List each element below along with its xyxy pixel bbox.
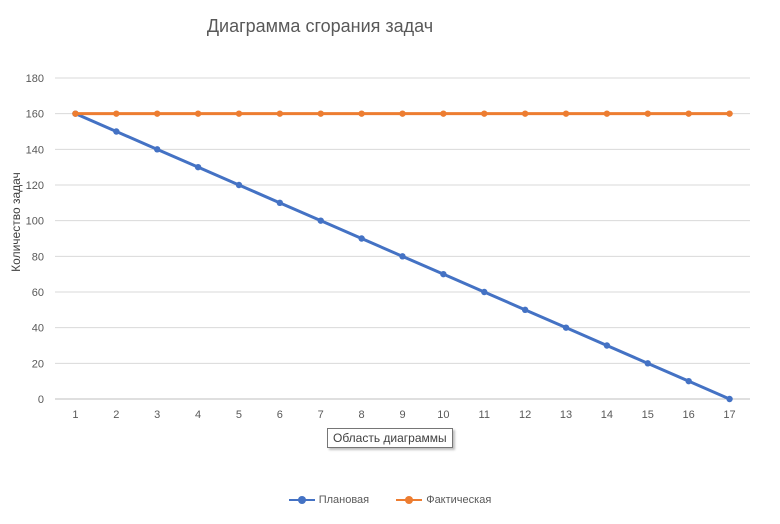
series-0-point-15 [644, 360, 651, 367]
series-0-point-5 [235, 181, 243, 189]
legend[interactable]: Плановая Фактическая [0, 494, 780, 507]
series-0-point-7 [317, 217, 324, 224]
series-0-point-16 [685, 377, 692, 385]
series-0-point-10 [440, 270, 447, 278]
x-tick-label-16: 16 [683, 409, 695, 421]
series-1-point-5 [235, 110, 243, 117]
legend-swatch-actual-icon [396, 496, 423, 504]
x-tick-label-14: 14 [601, 409, 613, 421]
series-1-point-11 [481, 110, 488, 117]
series-1-point-10 [440, 110, 447, 117]
series-0-point-6 [276, 199, 284, 207]
x-tick-label-3: 3 [154, 409, 160, 421]
series-1-point-13 [562, 110, 570, 117]
x-tick-label-15: 15 [642, 409, 654, 421]
series-0-point-8 [358, 235, 365, 242]
series-1-point-9 [399, 110, 406, 117]
x-tick-label-11: 11 [479, 409, 490, 421]
series-0-point-13 [562, 324, 570, 331]
y-tick-label-140: 140 [26, 144, 44, 156]
legend-item-actual[interactable]: Фактическая [396, 494, 491, 506]
x-tick-label-2: 2 [113, 409, 119, 421]
series-0-point-12 [521, 306, 529, 314]
series-1-point-8 [358, 110, 365, 117]
series-1-point-12 [521, 110, 529, 117]
series-1-point-2 [113, 110, 120, 117]
series-0-point-14 [603, 342, 611, 349]
x-tick-label-12: 12 [519, 409, 531, 421]
y-tick-label-120: 120 [26, 180, 44, 192]
x-tick-label-17: 17 [723, 409, 735, 421]
x-tick-label-1: 1 [72, 409, 78, 421]
y-tick-label-60: 60 [32, 287, 44, 299]
x-tick-label-4: 4 [195, 409, 201, 421]
chart-title: Диаграмма сгорания задач [206, 16, 434, 36]
series-1-point-4 [194, 110, 202, 117]
y-tick-label-20: 20 [32, 358, 44, 370]
chart-area-tooltip: Область диаграммы [327, 428, 453, 448]
legend-swatch-planned-icon [288, 496, 315, 504]
series-0-point-4 [194, 163, 202, 171]
series-1-point-6 [276, 110, 284, 117]
y-tick-label-100: 100 [26, 216, 44, 228]
x-tick-label-13: 13 [560, 409, 572, 421]
x-tick-label-6: 6 [277, 409, 283, 421]
series-0-point-2 [113, 128, 120, 135]
x-tick-label-7: 7 [318, 409, 324, 421]
x-tick-label-5: 5 [236, 409, 242, 421]
x-tick-label-9: 9 [399, 409, 405, 421]
legend-item-planned[interactable]: Плановая [288, 494, 370, 506]
y-tick-label-160: 160 [26, 109, 44, 121]
y-tick-label-80: 80 [32, 251, 44, 263]
y-tick-label-40: 40 [32, 323, 44, 335]
series-1-point-17 [726, 110, 733, 117]
series-0-point-17 [726, 395, 733, 403]
series-1-point-14 [603, 110, 611, 117]
series-0-point-11 [481, 288, 488, 296]
series-1-point-3 [154, 110, 161, 117]
series-0-point-9 [399, 253, 406, 260]
y-tick-label-0: 0 [38, 394, 44, 406]
series-0-point-3 [154, 146, 161, 153]
series-1-point-7 [317, 110, 324, 117]
x-tick-label-10: 10 [437, 409, 449, 421]
series-1-point-15 [644, 110, 651, 117]
series-1-point-1 [72, 110, 79, 117]
y-tick-label-180: 180 [26, 73, 44, 85]
legend-label-actual: Фактическая [426, 494, 492, 506]
legend-label-planned: Плановая [318, 494, 370, 506]
series-1-point-16 [685, 110, 692, 117]
x-tick-label-8: 8 [359, 409, 365, 421]
